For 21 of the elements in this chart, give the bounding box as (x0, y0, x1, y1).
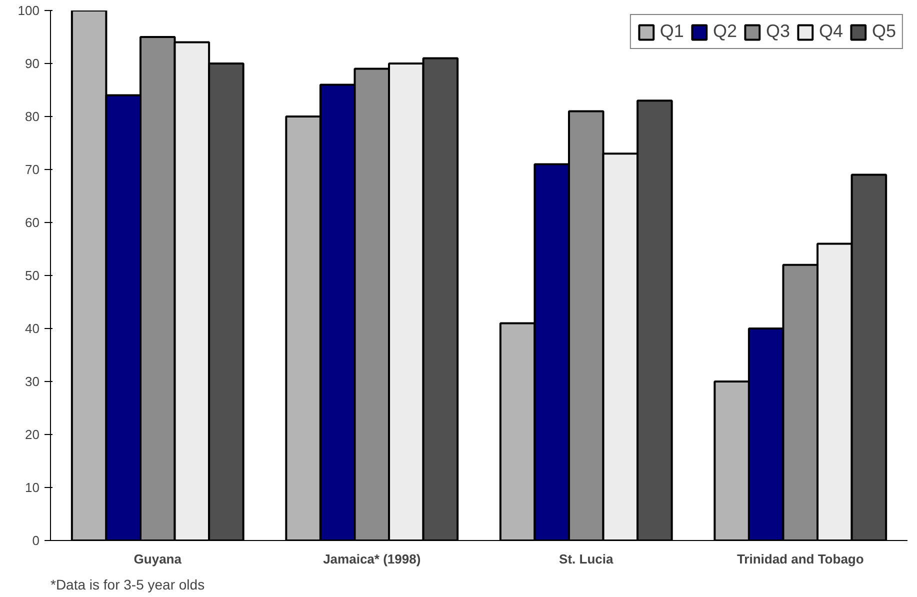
y-tick-label: 0 (32, 533, 40, 548)
y-tick-label: 70 (25, 162, 40, 177)
legend-label: Q5 (872, 21, 896, 42)
y-tick-label: 30 (25, 374, 40, 389)
y-tick-label: 40 (25, 321, 40, 336)
y-tick-label: 60 (25, 215, 40, 230)
y-tick-label: 80 (25, 109, 40, 124)
legend-label: Q4 (818, 21, 843, 42)
x-tick-label: Trinidad and Tobago (736, 552, 864, 566)
x-tick-label: Guyana (134, 552, 182, 566)
x-tick-label: Jamaica* (1998) (323, 552, 421, 566)
legend-label: Q3 (766, 21, 790, 42)
y-tick-label: 20 (25, 427, 40, 442)
y-tick-label: 50 (25, 268, 40, 283)
y-tick-label: 100 (18, 3, 40, 18)
x-tick-label: St. Lucia (559, 552, 614, 566)
y-tick-label: 90 (25, 56, 40, 71)
text: *Data is for 3-5 year olds (50, 576, 205, 592)
legend-label: Q2 (712, 21, 737, 42)
legend-label: Q1 (660, 21, 684, 42)
y-tick-label: 10 (25, 480, 40, 495)
